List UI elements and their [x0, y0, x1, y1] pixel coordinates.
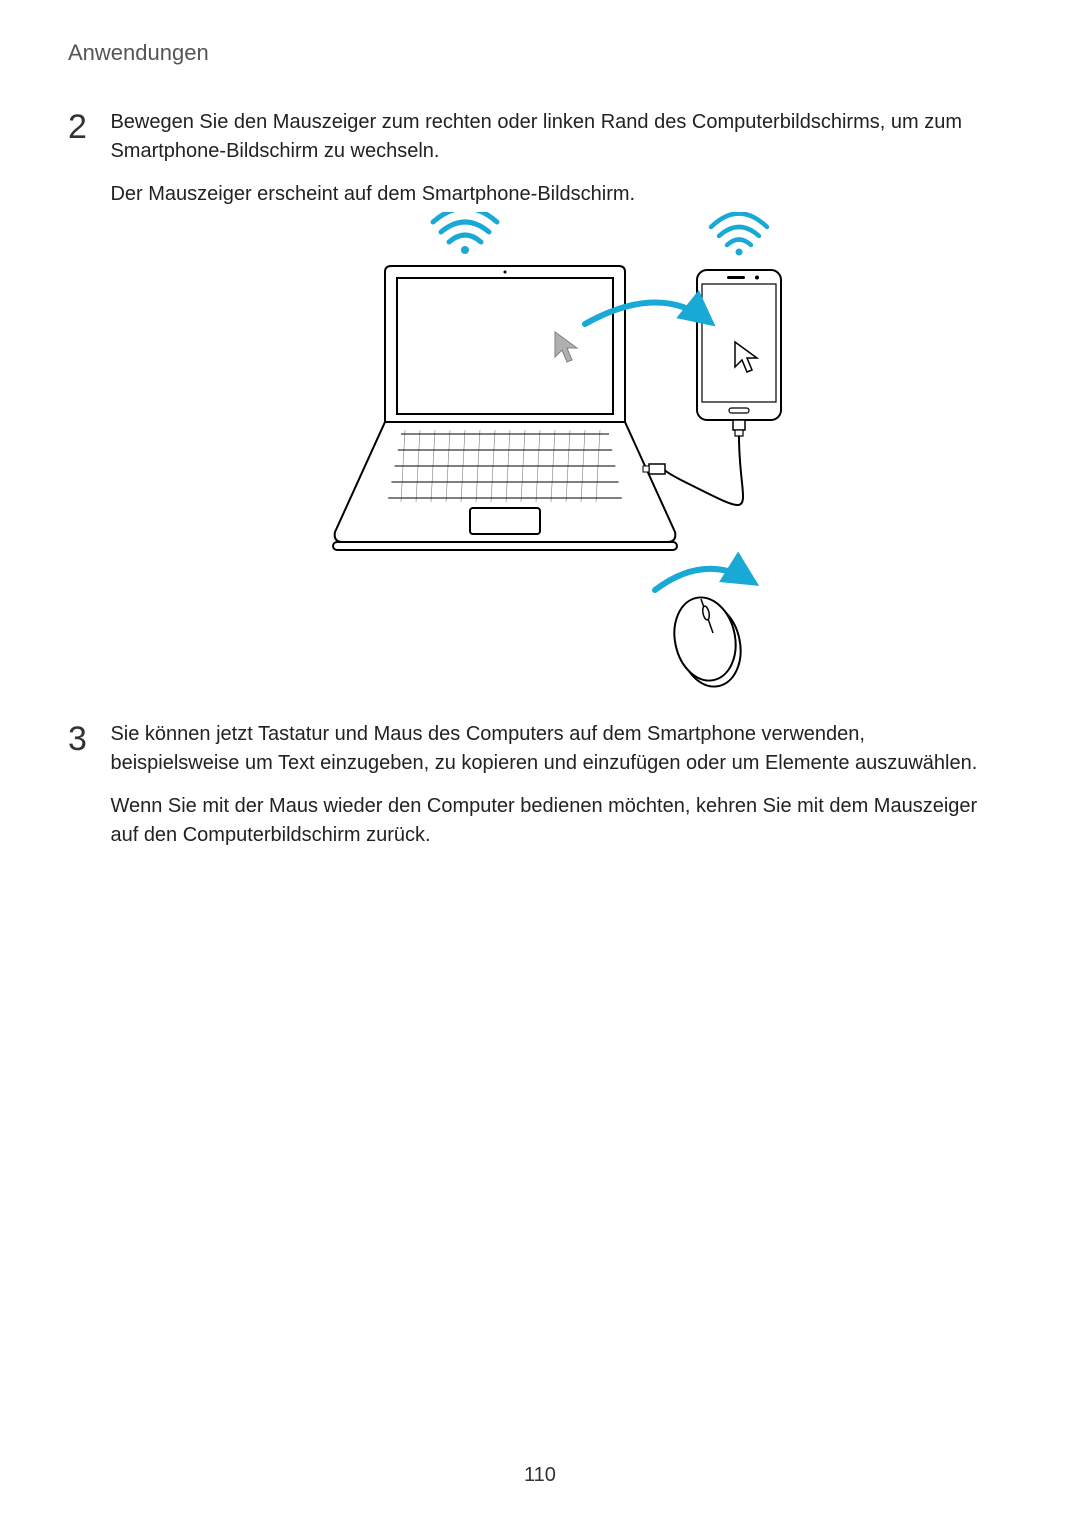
page-number: 110 [0, 1464, 1080, 1487]
diagram-container [0, 212, 1080, 697]
section-header: Anwendungen [68, 40, 209, 66]
laptop-phone-mouse-diagram [265, 212, 815, 692]
step-2-para-2: Der Mauszeiger erscheint auf dem Smartph… [110, 180, 990, 209]
step-3-para-2: Wenn Sie mit der Maus wieder den Compute… [110, 792, 990, 850]
step-body: Sie können jetzt Tastatur und Maus des C… [110, 720, 990, 864]
step-2-para-1: Bewegen Sie den Mauszeiger zum rechten o… [110, 108, 990, 166]
step-body: Bewegen Sie den Mauszeiger zum rechten o… [110, 108, 990, 223]
step-number: 2 [68, 108, 100, 147]
step-2: 2 Bewegen Sie den Mauszeiger zum rechten… [68, 108, 1000, 223]
step-3-para-1: Sie können jetzt Tastatur und Maus des C… [110, 720, 990, 778]
step-number: 3 [68, 720, 100, 759]
step-3: 3 Sie können jetzt Tastatur und Maus des… [68, 720, 1000, 864]
